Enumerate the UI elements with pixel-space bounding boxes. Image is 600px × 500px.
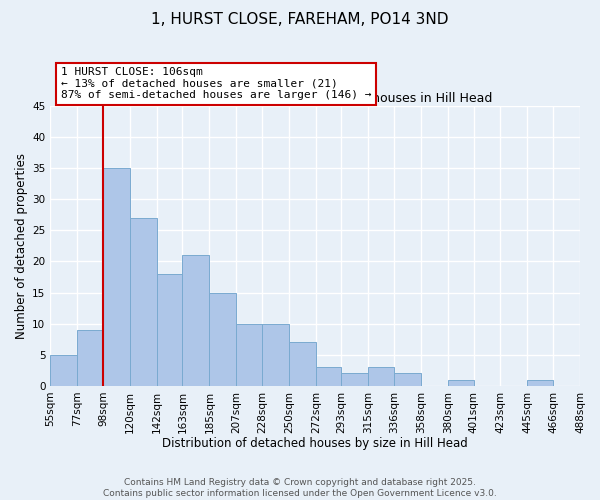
Bar [341, 374, 368, 386]
Bar [77, 330, 103, 386]
Bar [50, 354, 77, 386]
Bar [157, 274, 182, 386]
Bar [262, 324, 289, 386]
Bar [394, 374, 421, 386]
Bar [527, 380, 553, 386]
Bar [448, 380, 473, 386]
Bar [103, 168, 130, 386]
Bar [289, 342, 316, 386]
Title: Size of property relative to detached houses in Hill Head: Size of property relative to detached ho… [138, 92, 493, 104]
Bar [236, 324, 262, 386]
Bar [316, 367, 341, 386]
Text: 1 HURST CLOSE: 106sqm
← 13% of detached houses are smaller (21)
87% of semi-deta: 1 HURST CLOSE: 106sqm ← 13% of detached … [61, 67, 371, 100]
Bar [130, 218, 157, 386]
X-axis label: Distribution of detached houses by size in Hill Head: Distribution of detached houses by size … [162, 437, 468, 450]
Bar [182, 255, 209, 386]
Y-axis label: Number of detached properties: Number of detached properties [15, 153, 28, 339]
Bar [209, 292, 236, 386]
Text: Contains HM Land Registry data © Crown copyright and database right 2025.
Contai: Contains HM Land Registry data © Crown c… [103, 478, 497, 498]
Text: 1, HURST CLOSE, FAREHAM, PO14 3ND: 1, HURST CLOSE, FAREHAM, PO14 3ND [151, 12, 449, 28]
Bar [368, 367, 394, 386]
